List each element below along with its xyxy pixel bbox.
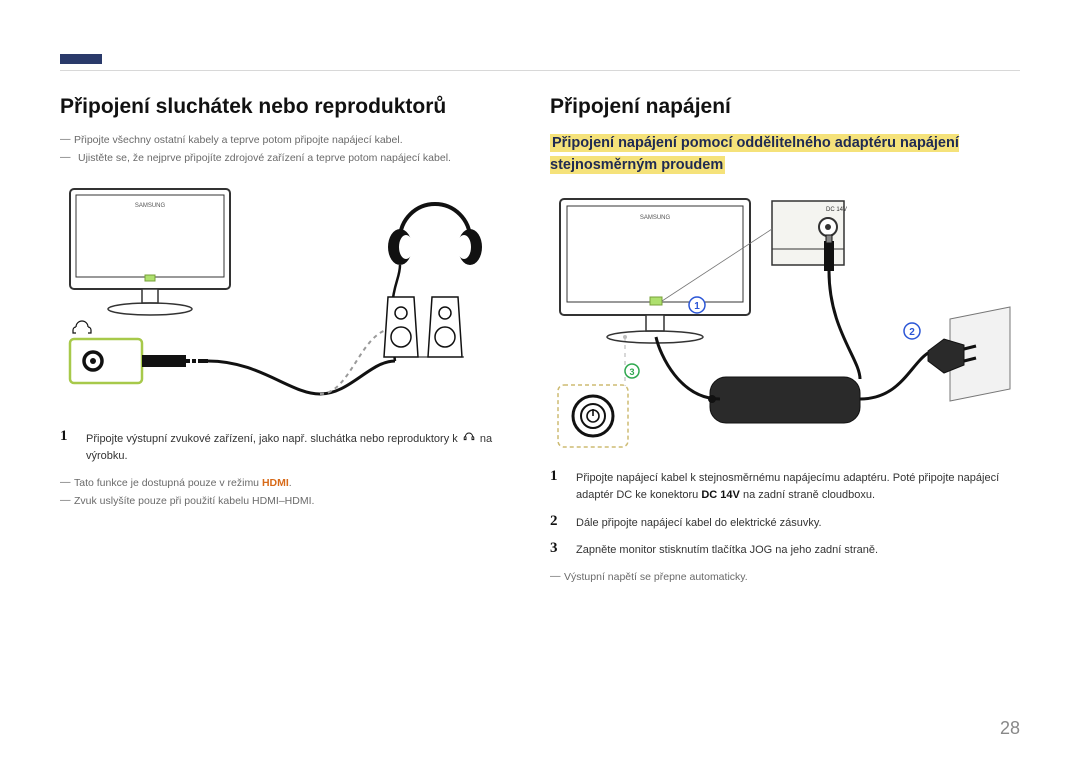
left-note-hdmi: Tato funkce je dostupná pouze v režimu H…: [60, 476, 520, 492]
step-text: Připojte výstupní zvukové zařízení, jako…: [86, 428, 520, 466]
step-number: 1: [60, 428, 74, 466]
right-steps: 1 Připojte napájecí kabel k stejnosměrné…: [550, 468, 1020, 560]
figure-headphones-speakers: SAMSUNG: [60, 179, 520, 414]
wall-plug-icon: [928, 307, 1010, 401]
step1-post: na zadní straně cloudboxu.: [740, 489, 875, 501]
svg-text:DC 14V: DC 14V: [826, 207, 847, 213]
figure-power-connection: SAMSUNG DC 14V: [550, 189, 1020, 454]
right-heading: Připojení napájení: [550, 95, 1020, 119]
right-subheading-text: Připojení napájení pomocí oddělitelného …: [550, 134, 959, 174]
right-note-auto: Výstupní napětí se přepne automaticky.: [550, 570, 1020, 586]
left-column: Připojení sluchátek nebo reproduktorů Př…: [60, 95, 520, 588]
note-hdmi-pre: Tato funkce je dostupná pouze v režimu: [74, 477, 262, 489]
left-steps: 1 Připojte výstupní zvukové zařízení, ja…: [60, 428, 520, 466]
page-accent-bar: [60, 54, 102, 64]
left-heading: Připojení sluchátek nebo reproduktorů: [60, 95, 520, 119]
svg-text:1: 1: [694, 301, 700, 312]
monitor-icon: SAMSUNG: [560, 199, 750, 343]
page-number: 28: [1000, 718, 1020, 739]
svg-text:3: 3: [629, 367, 634, 377]
left-note-sound: Zvuk uslyšíte pouze při použití kabelu H…: [60, 494, 520, 510]
step-number: 2: [550, 513, 564, 533]
step-number: 1: [550, 468, 564, 505]
right-column: Připojení napájení Připojení napájení po…: [550, 95, 1020, 588]
step1-bold: DC 14V: [701, 489, 740, 501]
step-text: Zapněte monitor stisknutím tlačítka JOG …: [576, 540, 878, 560]
left-step-1: 1 Připojte výstupní zvukové zařízení, ja…: [60, 428, 520, 466]
left-note-2: Ujistěte se, že nejprve připojíte zdrojo…: [60, 151, 520, 167]
content-columns: Připojení sluchátek nebo reproduktorů Př…: [60, 95, 1020, 588]
note-hdmi-post: .: [289, 477, 292, 489]
callout-3: 3: [625, 364, 639, 378]
svg-text:2: 2: [909, 327, 915, 338]
svg-text:SAMSUNG: SAMSUNG: [640, 215, 671, 221]
note-hdmi-word: HDMI: [262, 477, 289, 489]
right-step-3: 3 Zapněte monitor stisknutím tlačítka JO…: [550, 540, 1020, 560]
step1-pre: Připojte výstupní zvukové zařízení, jako…: [86, 433, 461, 445]
audio-cable-icon: [142, 329, 395, 394]
headphone-inline-icon: [463, 430, 475, 449]
headphone-port-icon: [70, 321, 142, 383]
monitor-brand: SAMSUNG: [135, 203, 166, 209]
monitor-icon: SAMSUNG: [70, 189, 230, 315]
speakers-icon: [384, 297, 464, 357]
step-text: Připojte napájecí kabel k stejnosměrnému…: [576, 468, 1020, 505]
left-note-1: Připojte všechny ostatní kabely a teprve…: [60, 133, 520, 149]
step-number: 3: [550, 540, 564, 560]
right-step-2: 2 Dále připojte napájecí kabel do elektr…: [550, 513, 1020, 533]
callout-2: 2: [904, 323, 920, 339]
jog-button-detail: [558, 385, 628, 447]
right-step-1: 1 Připojte napájecí kabel k stejnosměrné…: [550, 468, 1020, 505]
callout-1: 1: [689, 297, 705, 313]
step-text: Dále připojte napájecí kabel do elektric…: [576, 513, 822, 533]
right-subheading: Připojení napájení pomocí oddělitelného …: [550, 133, 1020, 177]
header-rule: [60, 70, 1020, 71]
